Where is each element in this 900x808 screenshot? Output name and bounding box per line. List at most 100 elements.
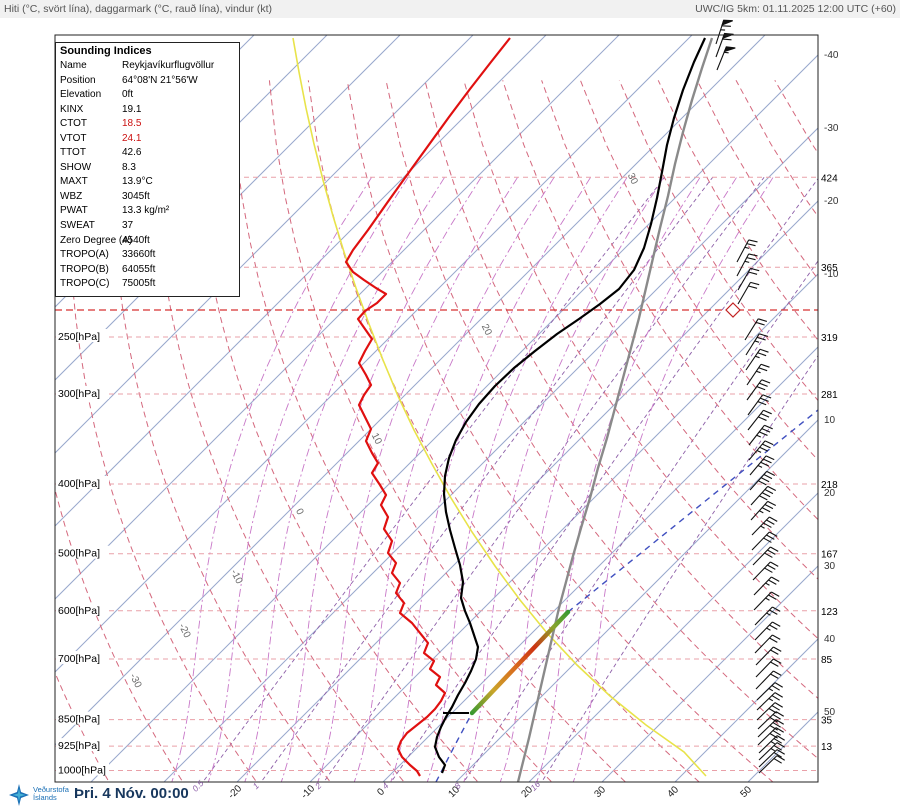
- right-temp-label: 30: [824, 561, 836, 572]
- gray-reference-line: [516, 37, 714, 782]
- wind-barb: [749, 470, 775, 491]
- wind-barb: [756, 692, 783, 711]
- header-bar: Hiti (°C, svört lína), daggarmark (°C, r…: [0, 0, 900, 18]
- wind-barb: [756, 702, 783, 721]
- right-height-label: 424: [821, 173, 838, 184]
- right-height-label: 167: [821, 550, 838, 561]
- index-label: SWEAT: [60, 220, 95, 232]
- pressure-axis-label: 1000[hPa]: [58, 764, 106, 776]
- adiabat-label: 20: [479, 322, 494, 337]
- grid-dry-adiabats: [55, 80, 818, 782]
- wind-barb: [757, 727, 784, 746]
- right-height-label: 35: [821, 716, 833, 727]
- right-temp-label: -20: [824, 196, 839, 207]
- mixing-ratio-label: 8: [452, 780, 463, 791]
- adiabat-label: -10: [228, 568, 245, 586]
- right-height-label: 85: [821, 655, 833, 666]
- wind-barb: [745, 333, 769, 356]
- wind-barb: [736, 253, 758, 277]
- index-row: CTOT 18.5: [60, 117, 236, 132]
- wind-barb: [751, 531, 778, 551]
- index-label: WBZ: [60, 190, 83, 202]
- pressure-label-bg: [56, 545, 109, 559]
- index-row: SHOW 8.3: [60, 161, 236, 176]
- index-label: PWAT: [60, 205, 88, 217]
- wind-barb: [745, 348, 769, 371]
- pressure-label-bg: [56, 650, 109, 664]
- wind-barb: [754, 634, 781, 654]
- right-height-label: 281: [821, 390, 838, 401]
- right-height-label: 218: [821, 480, 838, 491]
- index-label: TROPO(C): [60, 278, 110, 290]
- pressure-axis-label: 925[hPa]: [58, 740, 100, 752]
- model-run-text: UWC/IG 5km: 01.11.2025 12:00 UTC (+60): [695, 3, 896, 15]
- right-height-label: 123: [821, 607, 838, 618]
- tropopause-diamond-marker: [725, 302, 741, 318]
- wind-barb: [755, 670, 782, 690]
- wind-barb: [749, 455, 775, 476]
- wind-barb: [750, 485, 776, 506]
- wind-barb: [752, 546, 779, 566]
- parcel-path-upper: [567, 409, 818, 613]
- index-label: TROPO(B): [60, 263, 109, 275]
- index-value: 33660ft: [122, 249, 156, 261]
- pressure-label-bg: [56, 762, 109, 776]
- index-value: 37: [122, 220, 134, 232]
- wind-barb: [753, 591, 780, 611]
- plot-border: [54, 34, 819, 783]
- profile-curves: [292, 37, 818, 782]
- index-row: Elevation 0ft: [60, 88, 236, 103]
- index-label: KINX: [60, 103, 84, 115]
- wind-barb: [737, 281, 760, 305]
- wind-barb: [757, 719, 784, 738]
- adiabat-label: -20: [176, 622, 193, 640]
- wind-barb: [758, 742, 785, 761]
- index-row: Name Reykjavíkurflugvöllur: [60, 59, 236, 74]
- index-row: TROPO(C) 75005ft: [60, 277, 236, 292]
- wind-barb: [716, 46, 736, 71]
- index-row: WBZ 3045ft: [60, 190, 236, 205]
- right-temp-label: -30: [824, 123, 839, 134]
- right-height-label: 365: [821, 263, 838, 274]
- adiabat-label: 0: [293, 507, 306, 517]
- index-row: MAXT 13.9°C: [60, 175, 236, 190]
- index-value: 18.5: [122, 118, 142, 130]
- index-label: VTOT: [60, 132, 87, 144]
- wind-barb: [737, 267, 760, 291]
- index-row: KINX 19.1: [60, 103, 236, 118]
- pressure-label-bg: [56, 738, 109, 752]
- pressure-label-bg: [56, 475, 109, 489]
- grid: [55, 35, 818, 782]
- index-value: 64°08'N 21°56'W: [122, 74, 198, 86]
- wind-barb: [748, 440, 774, 461]
- index-row: Zero Degree (A) 4540ft: [60, 234, 236, 249]
- grid-moist-adiabats: [171, 177, 774, 782]
- adiabat-label: 10: [369, 431, 384, 446]
- index-row: VTOT 24.1: [60, 132, 236, 147]
- index-value: 13.9°C: [122, 176, 153, 188]
- index-label: Elevation: [60, 89, 102, 101]
- yellow-reference-line: [292, 37, 707, 777]
- grid-mixing-ratio: [202, 177, 818, 782]
- index-value: 75005ft: [122, 278, 156, 290]
- valid-time-label: Þri. 4 Nóv. 00:00: [74, 785, 189, 802]
- right-temp-label: 40: [824, 634, 836, 645]
- wind-barb: [752, 561, 779, 581]
- index-label: CTOT: [60, 118, 88, 130]
- wind-barb: [758, 755, 785, 774]
- pressure-axis-label: 500[hPa]: [58, 548, 100, 560]
- wind-barb: [747, 394, 772, 416]
- index-value: 8.3: [122, 161, 136, 173]
- legend-text: Hiti (°C, svört lína), daggarmark (°C, r…: [4, 3, 273, 15]
- index-value: Reykjavíkurflugvöllur: [122, 60, 215, 71]
- wind-barb: [747, 409, 772, 431]
- adiabat-label: 30: [625, 171, 640, 186]
- wind-barb: [758, 735, 785, 754]
- wind-barb: [715, 19, 733, 45]
- pressure-axis-label: 250[hPa]: [58, 331, 100, 343]
- vedurstofa-logo: [9, 784, 29, 806]
- pressure-label-bg: [56, 602, 109, 616]
